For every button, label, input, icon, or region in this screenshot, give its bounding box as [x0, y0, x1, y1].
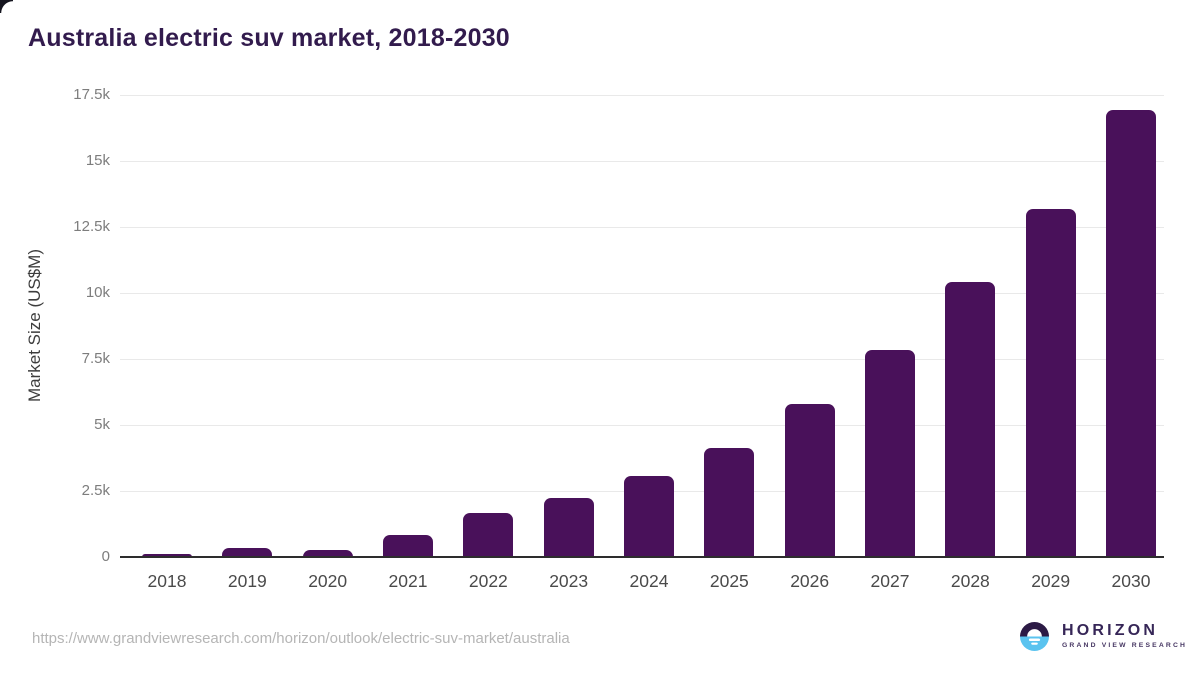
gridline — [120, 161, 1164, 162]
y-tick-label: 5k — [94, 416, 110, 433]
y-tick-label: 10k — [85, 284, 110, 301]
x-tick-label-2030: 2030 — [1111, 571, 1151, 591]
y-tick-label: 2.5k — [81, 482, 110, 499]
bar-2030[interactable] — [1105, 110, 1156, 557]
gridline — [120, 359, 1164, 360]
gridline — [120, 425, 1164, 426]
y-axis-title: Market Size (US$M) — [25, 249, 44, 403]
horizon-logo: HORIZON GRAND VIEW RESEARCH — [1020, 622, 1187, 651]
bar-2028[interactable] — [945, 281, 996, 557]
bar-2027[interactable] — [864, 350, 915, 557]
bar-2021[interactable] — [382, 534, 433, 557]
y-tick-label: 0 — [101, 548, 110, 565]
y-tick-label: 7.5k — [81, 350, 110, 367]
x-axis-line — [120, 556, 1164, 558]
x-tick-label-2024: 2024 — [629, 571, 669, 591]
x-tick-label-2026: 2026 — [790, 571, 830, 591]
x-tick-label-2022: 2022 — [468, 571, 508, 591]
horizon-logo-name: HORIZON — [1062, 622, 1159, 640]
x-tick-label-2027: 2027 — [870, 571, 910, 591]
gridline — [120, 293, 1164, 294]
corner-artifact — [0, 0, 13, 13]
bar-2029[interactable] — [1025, 208, 1076, 557]
bar-2019[interactable] — [222, 548, 273, 557]
x-tick-label-2020: 2020 — [308, 571, 348, 591]
x-tick-label-2018: 2018 — [147, 571, 187, 591]
x-tick-label-2023: 2023 — [549, 571, 589, 591]
x-tick-label-2025: 2025 — [709, 571, 749, 591]
x-tick-label-2028: 2028 — [950, 571, 990, 591]
horizon-logo-text: HORIZON GRAND VIEW RESEARCH — [1062, 623, 1187, 649]
bar-2025[interactable] — [704, 447, 755, 557]
y-tick-label: 15k — [85, 152, 110, 169]
source-url: https://www.grandviewresearch.com/horizo… — [32, 630, 570, 647]
horizon-logo-subtitle: GRAND VIEW RESEARCH — [1062, 641, 1188, 649]
bar-2026[interactable] — [784, 403, 835, 557]
x-tick-label-2019: 2019 — [227, 571, 267, 591]
x-tick-label-2021: 2021 — [388, 571, 428, 591]
x-tick-label-2029: 2029 — [1031, 571, 1071, 591]
bar-2024[interactable] — [623, 476, 674, 557]
bar-2020[interactable] — [302, 550, 353, 557]
gridline — [120, 227, 1164, 228]
y-axis-title-wrap: Market Size (US$M) — [24, 95, 46, 557]
bar-2023[interactable] — [543, 498, 594, 557]
y-tick-label: 17.5k — [73, 86, 110, 103]
bar-2018[interactable] — [142, 553, 192, 557]
gridline — [120, 95, 1164, 96]
bar-chart-plot-area: 0 2.5k 5k 7.5k 10k 12.5k 15k 17.5k 2018 2019 2020 2… — [73, 86, 1164, 591]
bar-2022[interactable] — [463, 512, 514, 557]
y-tick-label: 12.5k — [73, 218, 110, 235]
chart-title: Australia electric suv market, 2018-2030 — [28, 24, 510, 52]
horizon-logo-icon — [1020, 622, 1049, 651]
